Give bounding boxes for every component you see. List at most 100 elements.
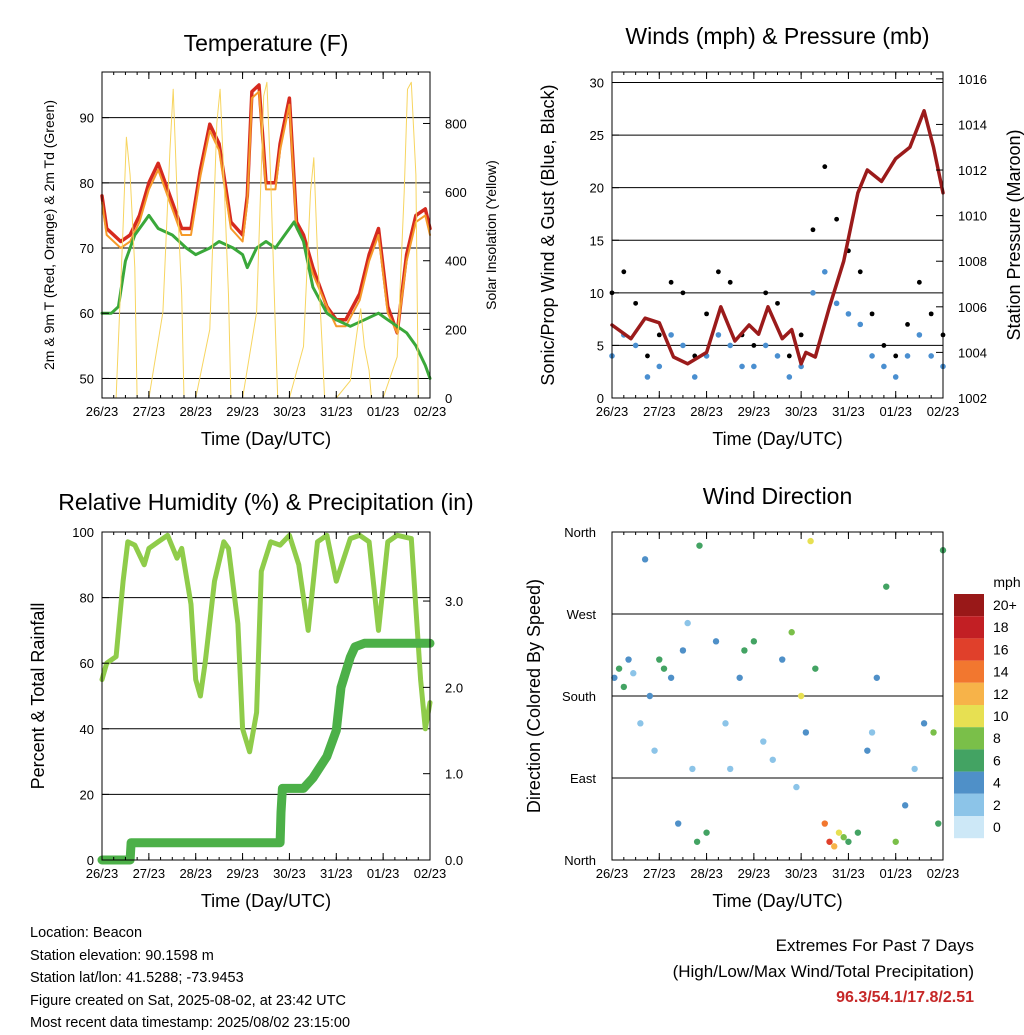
gust-point (857, 269, 863, 275)
gust-point (881, 343, 887, 348)
wind-point (881, 363, 887, 370)
gust-point (727, 279, 733, 285)
colorbar-label: 16 (993, 641, 1009, 657)
x-tick-label: 26/23 (596, 866, 629, 881)
wind-point (810, 290, 816, 296)
direction-point (835, 829, 843, 836)
direction-point (675, 820, 682, 827)
wind-point (798, 363, 804, 370)
y2-tick-label: 1.0 (445, 767, 463, 782)
winds-frame (611, 71, 944, 399)
x-tick-label: 02/23 (927, 866, 960, 881)
y2-tick-label: 0.0 (445, 853, 463, 868)
gust-point (704, 311, 709, 317)
wind_direction-ylabel: Direction (Colored By Speed) (524, 579, 544, 813)
humidity-ylabel: Percent & Total Rainfall (28, 603, 48, 790)
direction-point (637, 720, 644, 727)
station-location: Location: Beacon (30, 925, 143, 941)
y2-tick-label: 1002 (958, 391, 987, 406)
direction-point (625, 656, 632, 663)
direction-point (620, 683, 628, 691)
direction-point (696, 542, 703, 549)
wind-point (751, 363, 757, 370)
wind-point (632, 342, 639, 349)
colorbar-label: 0 (993, 819, 1001, 835)
colorbar-swatch (954, 638, 984, 661)
temperature-y2label: Solar Insolation (Yellow) (483, 160, 499, 310)
colorbar-label: 18 (993, 619, 1009, 635)
x-tick-label: 30/23 (273, 866, 306, 881)
gust-point (798, 332, 804, 338)
direction-point (845, 838, 852, 845)
colorbar-swatch (954, 793, 984, 816)
direction-point (797, 692, 805, 700)
x-tick-label: 02/23 (414, 404, 447, 419)
direction-point (646, 692, 654, 700)
direction-point (821, 820, 828, 827)
gust-point (928, 311, 934, 317)
y2-tick-label: 800 (445, 116, 467, 131)
extremes-value: 96.3/54.1/17.8/2.51 (836, 989, 974, 1006)
x-tick-label: 26/23 (86, 404, 119, 419)
x-tick-label: 31/23 (320, 404, 353, 419)
direction-point (630, 670, 637, 677)
y2-tick-label: 400 (445, 254, 467, 269)
gust-point (645, 353, 650, 359)
rh-line (99, 532, 433, 755)
t2m-line (100, 83, 432, 335)
direction-point (873, 674, 880, 681)
humidity-title: Relative Humidity (%) & Precipitation (i… (58, 489, 473, 515)
colorbar-label: 14 (993, 664, 1009, 680)
direction-point (750, 638, 758, 645)
x-tick-label: 29/23 (226, 866, 259, 881)
station-latlon: Station lat/lon: 41.5288; -73.9453 (30, 970, 244, 986)
x-tick-label: 29/23 (738, 866, 771, 881)
direction-point (883, 583, 890, 590)
gust-point (810, 227, 816, 233)
pressure-line (610, 109, 945, 366)
x-tick-label: 01/23 (367, 866, 400, 881)
direction-point (935, 820, 942, 827)
y-tick-label: West (567, 607, 597, 622)
colorbar-swatch (954, 771, 984, 794)
y-tick-label: 15 (590, 233, 604, 248)
gust-point (869, 311, 875, 317)
y-tick-label: 50 (80, 371, 94, 386)
data-timestamp: Most recent data timestamp: 2025/08/02 2… (30, 1015, 351, 1031)
y-tick-label: 20 (80, 787, 94, 802)
colorbar-swatch (954, 705, 984, 728)
direction-point (892, 838, 899, 845)
colorbar-label: 12 (993, 686, 1009, 702)
y2-tick-label: 1014 (958, 117, 987, 132)
wind-point (668, 332, 674, 338)
y-tick-label: 5 (597, 338, 604, 353)
direction-point (684, 619, 691, 627)
y2-tick-label: 3.0 (445, 594, 463, 609)
direction-point (802, 729, 810, 736)
y-tick-label: 40 (80, 722, 94, 737)
station-elevation: Station elevation: 90.1598 m (30, 947, 214, 964)
x-tick-label: 27/23 (643, 404, 676, 419)
x-tick-label: 02/23 (927, 404, 960, 419)
station-info: Location: Beacon Station elevation: 90.1… (30, 922, 350, 1035)
y-tick-label: North (564, 525, 596, 540)
x-tick-label: 28/23 (179, 866, 212, 881)
direction-point (641, 556, 649, 563)
gust-point (893, 353, 899, 359)
humidity-panel (97, 531, 435, 865)
x-tick-label: 29/23 (738, 404, 771, 419)
y-tick-label: 100 (72, 525, 94, 540)
wind-point (857, 321, 864, 328)
y-tick-label: 60 (80, 656, 94, 671)
x-tick-label: 01/23 (879, 866, 912, 881)
direction-point (703, 829, 710, 836)
colorbar-swatch (954, 616, 984, 639)
extremes-panel: Extremes For Past 7 Days (High/Low/Max W… (673, 933, 974, 1011)
direction-point (831, 843, 838, 850)
direction-point (769, 756, 776, 763)
x-tick-label: 26/23 (86, 866, 119, 881)
solar-line (101, 81, 431, 399)
wind-point (833, 300, 840, 307)
direction-point (930, 729, 937, 736)
winds-y2label: Station Pressure (Maroon) (1004, 129, 1024, 340)
